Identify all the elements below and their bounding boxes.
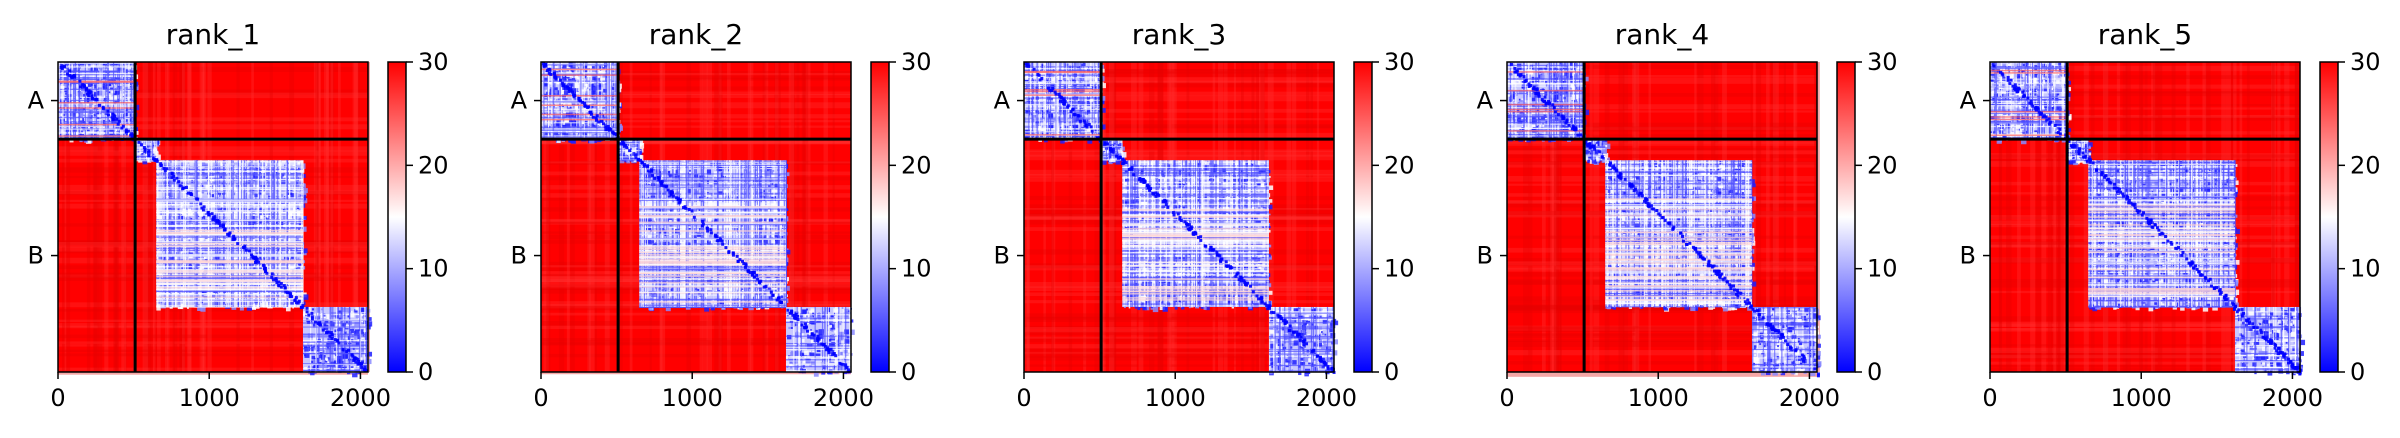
x-tick-label: 1000 — [1628, 384, 1689, 412]
y-tick-label: B — [511, 242, 527, 270]
x-tick-label: 0 — [533, 384, 548, 412]
colorbar-tick-label: 20 — [1867, 151, 1898, 179]
colorbar-tick-label: 0 — [901, 358, 916, 386]
x-tick-label: 1000 — [179, 384, 240, 412]
heatmap-frame — [57, 61, 369, 373]
heatmap-cells — [58, 62, 373, 378]
y-tick-label: B — [994, 242, 1010, 270]
x-tick-label: 2000 — [330, 384, 391, 412]
x-tick-label: 1000 — [662, 384, 723, 412]
colorbar-tick-label: 10 — [1384, 255, 1415, 283]
colorbar-tick-label: 0 — [1384, 358, 1399, 386]
y-tick-label: B — [28, 242, 44, 270]
colorbar-tick-label: 30 — [2350, 48, 2381, 76]
colorbar-tick-label: 30 — [1384, 48, 1415, 76]
heatmap-svg: rank_4 0 1000 2000 A B 0 10 20 30 — [1477, 18, 1898, 412]
x-tick-label: 0 — [1499, 384, 1514, 412]
x-tick-label: 0 — [1016, 384, 1031, 412]
heatmap-cells — [1507, 62, 1822, 378]
heatmap-svg: rank_5 0 1000 2000 A B 0 10 20 30 — [1960, 18, 2381, 412]
y-tick-label: B — [1960, 242, 1976, 270]
colorbar-tick-label: 0 — [418, 358, 433, 386]
colorbar — [870, 61, 890, 373]
colorbar-tick-label: 20 — [2350, 151, 2381, 179]
heatmap-svg: rank_3 0 1000 2000 A B 0 10 20 30 — [994, 18, 1415, 412]
chart-title: rank_1 — [166, 18, 260, 51]
x-tick-label: 1000 — [2111, 384, 2172, 412]
x-tick-label: 2000 — [2262, 384, 2323, 412]
heatmap-cells — [1990, 62, 2306, 376]
heatmap-frame — [1506, 61, 1818, 373]
colorbar-tick-label: 0 — [1867, 358, 1882, 386]
x-tick-label: 2000 — [1779, 384, 1840, 412]
y-tick-label: A — [511, 87, 528, 115]
chart-title: rank_5 — [2098, 18, 2192, 51]
colorbar — [2319, 61, 2339, 373]
colorbar-tick-label: 30 — [1867, 48, 1898, 76]
chart-title: rank_3 — [1132, 18, 1226, 51]
heatmap-svg: rank_1 0 1000 2000 A B 0 10 20 30 — [28, 18, 449, 412]
x-tick-label: 2000 — [813, 384, 874, 412]
colorbar-tick-label: 10 — [418, 255, 449, 283]
heatmap-cells — [1024, 62, 1339, 377]
y-tick-label: A — [1960, 87, 1977, 115]
panel-rank_1: rank_1 0 1000 2000 A B 0 10 20 30 — [0, 0, 480, 438]
x-tick-label: 0 — [50, 384, 65, 412]
colorbar — [1353, 61, 1373, 373]
colorbar-tick-label: 10 — [2350, 255, 2381, 283]
chart-title: rank_4 — [1615, 18, 1709, 51]
y-tick-label: B — [1477, 242, 1493, 270]
colorbar-tick-label: 30 — [901, 48, 932, 76]
colorbar-tick-label: 10 — [1867, 255, 1898, 283]
y-tick-label: A — [28, 87, 45, 115]
heatmap-frame — [1023, 61, 1335, 373]
heatmap-svg: rank_2 0 1000 2000 A B 0 10 20 30 — [511, 18, 932, 412]
colorbar-tick-label: 0 — [2350, 358, 2365, 386]
heatmap-frame — [1989, 61, 2301, 373]
colorbar-tick-label: 20 — [1384, 151, 1415, 179]
chart-title: rank_2 — [649, 18, 743, 51]
y-tick-label: A — [994, 87, 1011, 115]
colorbar-tick-label: 20 — [901, 151, 932, 179]
x-tick-label: 0 — [1982, 384, 1997, 412]
heatmap-frame — [540, 61, 852, 373]
panel-rank_3: rank_3 0 1000 2000 A B 0 10 20 30 — [966, 0, 1446, 438]
colorbar — [1836, 61, 1856, 373]
colorbar — [387, 61, 407, 373]
colorbar-tick-label: 20 — [418, 151, 449, 179]
panel-rank_4: rank_4 0 1000 2000 A B 0 10 20 30 — [1449, 0, 1929, 438]
panel-rank_5: rank_5 0 1000 2000 A B 0 10 20 30 — [1932, 0, 2400, 438]
x-tick-label: 2000 — [1296, 384, 1357, 412]
colorbar-tick-label: 10 — [901, 255, 932, 283]
colorbar-tick-label: 30 — [418, 48, 449, 76]
heatmap-cells — [541, 61, 855, 377]
x-tick-label: 1000 — [1145, 384, 1206, 412]
y-tick-label: A — [1477, 87, 1494, 115]
panel-rank_2: rank_2 0 1000 2000 A B 0 10 20 30 — [483, 0, 963, 438]
